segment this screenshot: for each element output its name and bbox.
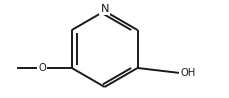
Text: O: O [38,63,46,73]
Text: N: N [100,4,108,14]
Text: OH: OH [179,68,194,78]
